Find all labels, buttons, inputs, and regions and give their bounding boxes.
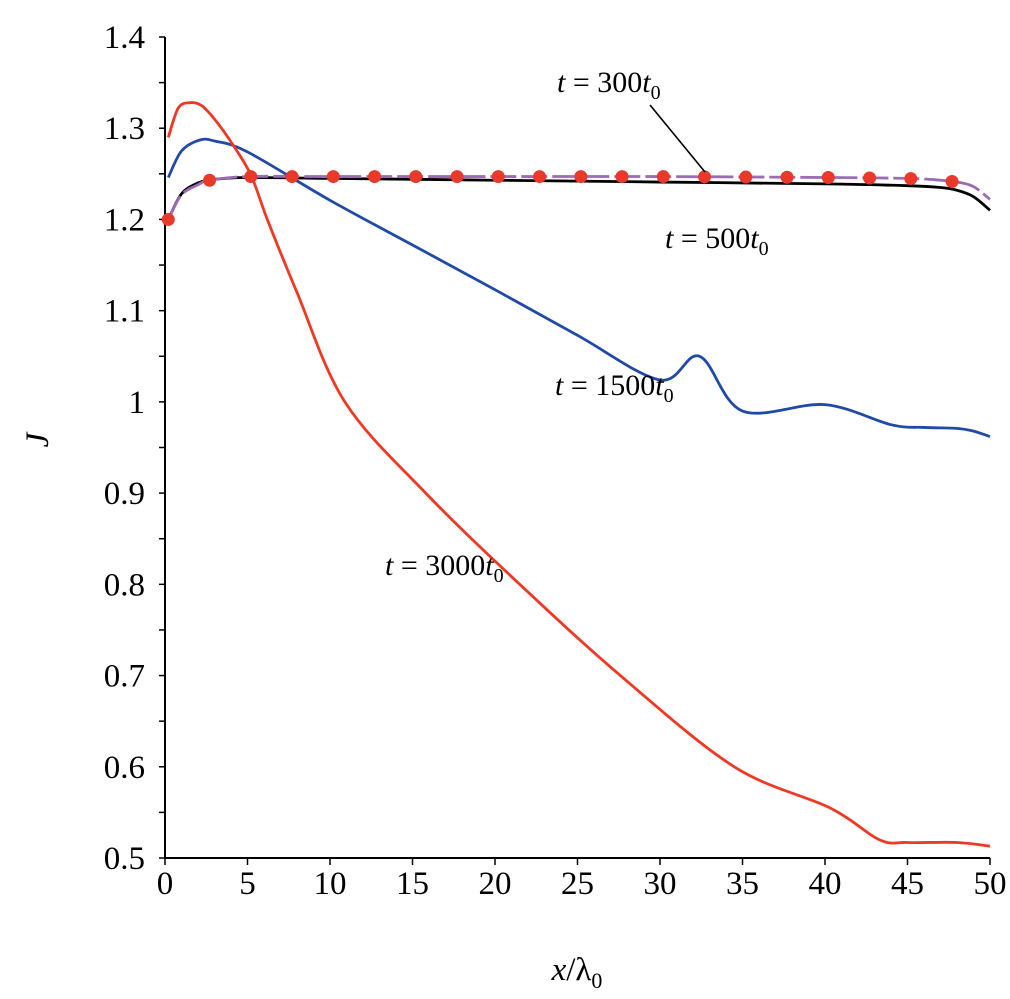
series-marker-300t0: [450, 170, 464, 184]
series-marker-300t0: [656, 170, 670, 184]
y-tick-label: 1.2: [104, 202, 145, 238]
x-tick-label: 20: [479, 866, 512, 902]
y-tick-label: 1.1: [104, 294, 145, 330]
annotation-3000: t = 3000t0: [385, 549, 504, 587]
x-tick-label: 15: [396, 866, 429, 902]
y-tick-label: 0.6: [104, 750, 145, 786]
y-tick-label: 1: [129, 385, 146, 421]
series-line-15000t0: [167, 137, 991, 438]
series-marker-300t0: [285, 170, 299, 184]
y-axis-label: J: [20, 431, 56, 447]
x-tick-label: 45: [891, 866, 924, 902]
series-marker-300t0: [203, 173, 217, 187]
series-marker-300t0: [904, 172, 918, 186]
series-marker-300t0: [244, 170, 258, 184]
annotation-1500: t = 1500t0: [555, 369, 674, 407]
series-line-30000t0: [166, 101, 991, 848]
series-marker-300t0: [615, 170, 629, 184]
y-tick-label: 0.5: [104, 841, 145, 877]
series-marker-300t0: [698, 170, 712, 184]
x-axis-label: x/λ0: [551, 952, 603, 993]
x-tick-label: 0: [157, 866, 174, 902]
x-tick-label: 35: [726, 866, 759, 902]
axes: 0.5 0.6 0.7 0.8 0.9 1 1.1 1.2 1.3 1.4 0 5 10 15 20 25 30…: [104, 20, 1007, 902]
annotation-500: t = 500t0: [665, 222, 769, 260]
annotation-pointer-300: [649, 104, 706, 173]
y-tick-label: 0.8: [104, 567, 145, 603]
x-tick-label: 40: [809, 866, 842, 902]
series-marker-300t0: [326, 170, 340, 184]
series-marker-300t0: [780, 170, 794, 184]
series-marker-300t0: [161, 212, 175, 226]
series-marker-300t0: [368, 170, 382, 184]
series-marker-300t0: [945, 174, 959, 188]
x-tick-label: 50: [974, 866, 1007, 902]
plot-area: [161, 101, 991, 848]
series-marker-300t0: [739, 170, 753, 184]
series-marker-300t0: [574, 170, 588, 184]
y-tick-label: 1.3: [104, 111, 145, 147]
y-tick-label: 0.7: [104, 659, 145, 695]
series-marker-300t0: [491, 170, 505, 184]
series-marker-300t0: [409, 170, 423, 184]
y-tick-label: 1.4: [104, 20, 145, 56]
annotation-300: t = 300t0: [557, 66, 661, 104]
series-marker-300t0: [863, 171, 877, 185]
x-tick-label: 10: [314, 866, 347, 902]
x-tick-label: 30: [644, 866, 677, 902]
series-marker-300t0: [821, 171, 835, 185]
x-tick-label: 25: [561, 866, 594, 902]
y-tick-label: 0.9: [104, 476, 145, 512]
series-marker-300t0: [533, 170, 547, 184]
x-tick-label: 5: [239, 866, 256, 902]
